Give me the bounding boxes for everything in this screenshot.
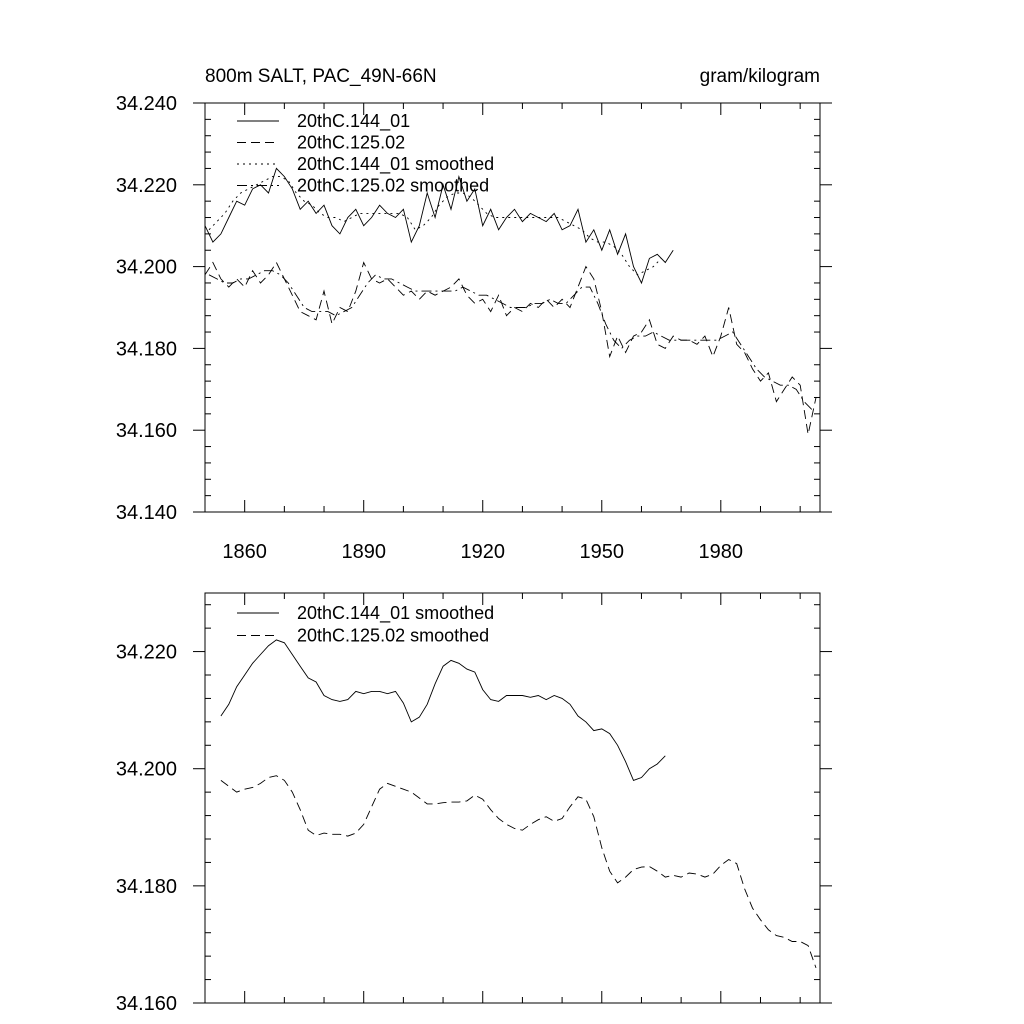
x-tick-label: 1920 [460,541,505,563]
bottom-chart: 34.160 34.180 34.200 34.220 20thC.144_01 smo… [116,592,832,1015]
plot-frame [204,592,821,1004]
x-tick-label: 1950 [580,541,625,563]
legend-label-4: 20thC.125.02 smoothed [297,176,489,196]
y-tick-label: 34.240 [116,93,177,115]
top-chart-title: 800m SALT, PAC_49N-66N [205,66,437,87]
x-tick-label: 1980 [699,541,744,563]
legend-label-3: 20thC.144_01 smoothed [297,154,494,175]
series-line-2 [220,775,817,969]
y-tick-label: 34.160 [116,420,177,442]
y-tick-label: 34.180 [116,876,177,898]
y-tick-label: 34.200 [116,257,177,279]
y-tick-label: 34.160 [116,993,177,1015]
plot-frame [204,102,821,513]
y-tick-label: 34.200 [116,759,177,781]
legend-label-1: 20thC.144_01 [297,111,410,132]
y-tick-label: 34.180 [116,338,177,360]
y-tick-label: 34.220 [116,175,177,197]
series-line-1 [220,639,666,781]
y-tick-label: 34.220 [116,642,177,664]
top-chart-units: gram/kilogram [700,66,820,87]
series-line-1 [204,167,674,285]
legend-label-2: 20thC.125.02 smoothed [297,626,489,646]
legend-label-1: 20thC.144_01 smoothed [297,603,494,624]
x-tick-label: 1890 [341,541,386,563]
series-line-3 [208,176,662,276]
series-line-4 [208,270,813,411]
legend-label-2: 20thC.125.02 [297,133,405,153]
y-tick-label: 34.140 [116,502,177,524]
top-chart: 1860 1890 1920 1950 1980 34.140 34.160 34.180 34… [116,93,832,563]
series-line-2 [204,261,817,435]
x-tick-label: 1860 [222,541,267,563]
